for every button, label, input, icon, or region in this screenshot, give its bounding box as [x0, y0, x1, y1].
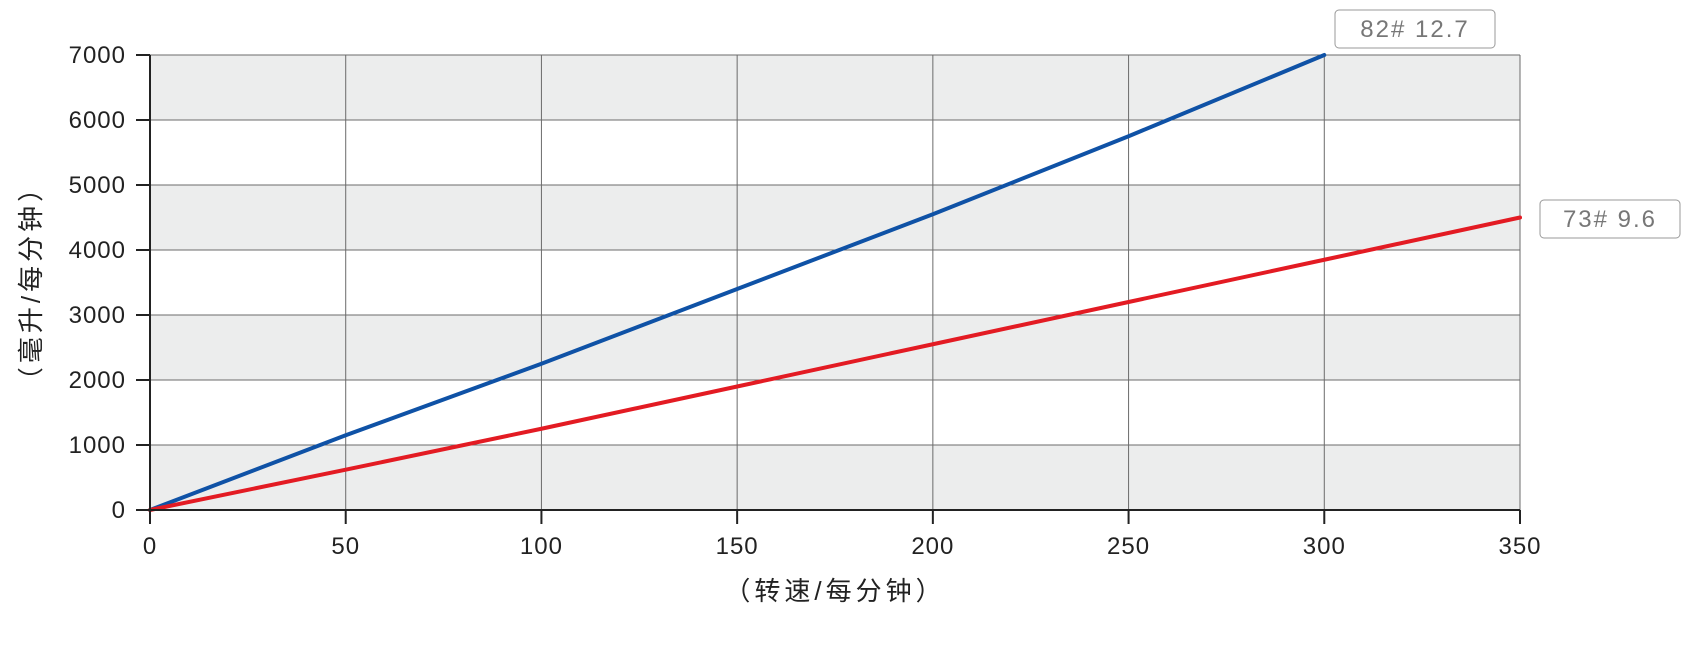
- x-tick-label: 300: [1303, 533, 1346, 560]
- y-tick-label: 7000: [69, 42, 126, 69]
- series-label-text-1: 73# 9.6: [1563, 206, 1657, 233]
- x-tick-label: 50: [331, 533, 360, 560]
- series-label-text-0: 82# 12.7: [1360, 16, 1469, 43]
- y-tick-label: 2000: [69, 367, 126, 394]
- y-tick-label: 0: [112, 497, 126, 524]
- x-axis-title: （转速/每分钟）: [724, 576, 945, 606]
- x-tick-label: 350: [1498, 533, 1541, 560]
- y-axis-title: （毫升/每分钟）: [16, 172, 46, 393]
- x-tick-label: 100: [520, 533, 563, 560]
- y-tick-label: 3000: [69, 302, 126, 329]
- x-tick-label: 200: [911, 533, 954, 560]
- y-tick-label: 1000: [69, 432, 126, 459]
- chart-canvas: 0 50 100 150 200 250 300 350 0 1000 2000 3000 4000 50…: [0, 0, 1684, 665]
- flow-vs-rpm-chart: 0 50 100 150 200 250 300 350 0 1000 2000 3000 4000 50…: [0, 0, 1684, 665]
- x-tick-label: 0: [143, 533, 157, 560]
- x-tick-label: 250: [1107, 533, 1150, 560]
- x-tick-label: 150: [716, 533, 759, 560]
- y-tick-label: 6000: [69, 107, 126, 134]
- y-tick-label: 4000: [69, 237, 126, 264]
- y-tick-label: 5000: [69, 172, 126, 199]
